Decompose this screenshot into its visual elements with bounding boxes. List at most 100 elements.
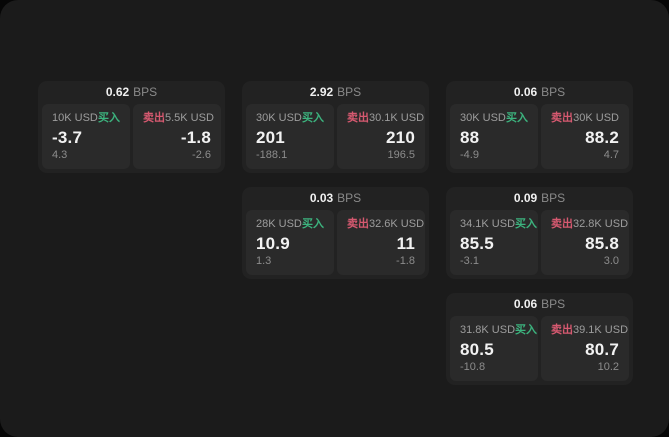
buy-size-label: 10K USD bbox=[52, 112, 98, 124]
sell-price: 210 bbox=[386, 128, 415, 147]
spread-header: 0.06 BPS bbox=[450, 293, 629, 316]
quote-panels: 30K USD 买入 88 -4.9 卖出 30K USD 88.2 4.7 bbox=[450, 104, 629, 169]
spread-header: 0.03 BPS bbox=[246, 187, 425, 210]
sell-price: -1.8 bbox=[180, 128, 211, 147]
bps-unit-label: BPS bbox=[337, 85, 362, 99]
spread-value: 0.03 bbox=[309, 191, 334, 205]
sell-panel[interactable]: 卖出 32.8K USD 85.8 3.0 bbox=[541, 210, 629, 275]
sell-delta: -1.8 bbox=[396, 255, 415, 267]
sell-panel-top: 卖出 5.5K USD bbox=[143, 112, 214, 125]
sell-panel[interactable]: 卖出 32.6K USD 11 -1.8 bbox=[337, 210, 425, 275]
buy-panel-top: 28K USD 买入 bbox=[256, 218, 324, 231]
sell-delta: 10.2 bbox=[597, 361, 619, 373]
sell-delta: -2.6 bbox=[192, 149, 211, 161]
buy-price: 201 bbox=[256, 128, 285, 147]
sell-side-label: 卖出 bbox=[551, 112, 573, 124]
quote-card: 0.06 BPS 30K USD 买入 88 -4.9 卖出 30K USD 8… bbox=[446, 81, 633, 173]
sell-panel-top: 卖出 30.1K USD bbox=[347, 112, 424, 125]
buy-size-label: 30K USD bbox=[460, 112, 506, 124]
quote-card: 0.06 BPS 31.8K USD 买入 80.5 -10.8 卖出 39.1… bbox=[446, 293, 633, 385]
buy-price: 88 bbox=[460, 128, 480, 147]
sell-panel[interactable]: 卖出 5.5K USD -1.8 -2.6 bbox=[133, 104, 221, 169]
sell-side-label: 卖出 bbox=[551, 218, 573, 230]
buy-delta: 4.3 bbox=[52, 149, 68, 161]
bps-unit-label: BPS bbox=[541, 297, 566, 311]
buy-panel[interactable]: 30K USD 买入 88 -4.9 bbox=[450, 104, 538, 169]
quote-panels: 28K USD 买入 10.9 1.3 卖出 32.6K USD 11 -1.8 bbox=[246, 210, 425, 275]
sell-panel-top: 卖出 39.1K USD bbox=[551, 324, 628, 337]
quote-panels: 10K USD 买入 -3.7 4.3 卖出 5.5K USD -1.8 -2.… bbox=[42, 104, 221, 169]
buy-delta: -3.1 bbox=[460, 255, 479, 267]
bps-unit-label: BPS bbox=[541, 191, 566, 205]
sell-size-label: 30K USD bbox=[573, 112, 619, 124]
buy-price: -3.7 bbox=[52, 128, 83, 147]
sell-panel[interactable]: 卖出 30K USD 88.2 4.7 bbox=[541, 104, 629, 169]
buy-panel[interactable]: 28K USD 买入 10.9 1.3 bbox=[246, 210, 334, 275]
buy-side-label: 买入 bbox=[506, 112, 528, 124]
buy-delta: -10.8 bbox=[460, 361, 486, 373]
buy-panel[interactable]: 34.1K USD 买入 85.5 -3.1 bbox=[450, 210, 538, 275]
sell-panel-top: 卖出 30K USD bbox=[551, 112, 619, 125]
sell-price: 11 bbox=[396, 234, 415, 253]
spread-header: 0.06 BPS bbox=[450, 81, 629, 104]
sell-price: 80.7 bbox=[585, 340, 619, 359]
spread-header: 0.09 BPS bbox=[450, 187, 629, 210]
sell-size-label: 32.8K USD bbox=[573, 218, 629, 230]
sell-side-label: 卖出 bbox=[347, 218, 369, 230]
buy-side-label: 买入 bbox=[98, 112, 120, 124]
quote-card: 0.03 BPS 28K USD 买入 10.9 1.3 卖出 32.6K US… bbox=[242, 187, 429, 279]
buy-price: 85.5 bbox=[460, 234, 494, 253]
buy-panel[interactable]: 30K USD 买入 201 -188.1 bbox=[246, 104, 334, 169]
buy-delta: -4.9 bbox=[460, 149, 479, 161]
sell-size-label: 5.5K USD bbox=[165, 112, 214, 124]
spread-value: 0.09 bbox=[513, 191, 538, 205]
buy-panel-top: 34.1K USD 买入 bbox=[460, 218, 537, 231]
buy-size-label: 31.8K USD bbox=[460, 324, 516, 336]
spread-header: 2.92 BPS bbox=[246, 81, 425, 104]
buy-panel-top: 10K USD 买入 bbox=[52, 112, 120, 125]
spread-value: 0.62 bbox=[105, 85, 130, 99]
quotes-grid: 0.62 BPS 10K USD 买入 -3.7 4.3 卖出 5.5K USD… bbox=[38, 81, 633, 385]
sell-size-label: 39.1K USD bbox=[573, 324, 629, 336]
buy-side-label: 买入 bbox=[302, 218, 324, 230]
buy-panel-top: 31.8K USD 买入 bbox=[460, 324, 537, 337]
quote-card: 0.09 BPS 34.1K USD 买入 85.5 -3.1 卖出 32.8K… bbox=[446, 187, 633, 279]
spread-header: 0.62 BPS bbox=[42, 81, 221, 104]
buy-side-label: 买入 bbox=[515, 218, 538, 230]
sell-panel[interactable]: 卖出 39.1K USD 80.7 10.2 bbox=[541, 316, 629, 381]
bps-unit-label: BPS bbox=[133, 85, 158, 99]
quote-card: 0.62 BPS 10K USD 买入 -3.7 4.3 卖出 5.5K USD… bbox=[38, 81, 225, 173]
quote-panels: 34.1K USD 买入 85.5 -3.1 卖出 32.8K USD 85.8… bbox=[450, 210, 629, 275]
sell-panel-top: 卖出 32.6K USD bbox=[347, 218, 424, 231]
sell-price: 88.2 bbox=[585, 128, 619, 147]
buy-size-label: 30K USD bbox=[256, 112, 302, 124]
buy-delta: 1.3 bbox=[256, 255, 272, 267]
spread-value: 0.06 bbox=[513, 85, 538, 99]
quote-panels: 30K USD 买入 201 -188.1 卖出 30.1K USD 210 1… bbox=[246, 104, 425, 169]
buy-side-label: 买入 bbox=[515, 324, 538, 336]
buy-panel-top: 30K USD 买入 bbox=[256, 112, 324, 125]
buy-price: 80.5 bbox=[460, 340, 494, 359]
buy-side-label: 买入 bbox=[302, 112, 324, 124]
quote-panels: 31.8K USD 买入 80.5 -10.8 卖出 39.1K USD 80.… bbox=[450, 316, 629, 381]
sell-price: 85.8 bbox=[585, 234, 619, 253]
bps-unit-label: BPS bbox=[337, 191, 362, 205]
sell-side-label: 卖出 bbox=[143, 112, 165, 124]
buy-price: 10.9 bbox=[256, 234, 290, 253]
buy-size-label: 28K USD bbox=[256, 218, 302, 230]
sell-size-label: 30.1K USD bbox=[369, 112, 425, 124]
sell-panel-top: 卖出 32.8K USD bbox=[551, 218, 628, 231]
buy-panel[interactable]: 10K USD 买入 -3.7 4.3 bbox=[42, 104, 130, 169]
sell-panel[interactable]: 卖出 30.1K USD 210 196.5 bbox=[337, 104, 425, 169]
quote-card: 2.92 BPS 30K USD 买入 201 -188.1 卖出 30.1K … bbox=[242, 81, 429, 173]
sell-delta: 3.0 bbox=[603, 255, 619, 267]
bps-unit-label: BPS bbox=[541, 85, 566, 99]
buy-size-label: 34.1K USD bbox=[460, 218, 516, 230]
buy-panel-top: 30K USD 买入 bbox=[460, 112, 528, 125]
sell-side-label: 卖出 bbox=[347, 112, 369, 124]
spread-value: 0.06 bbox=[513, 297, 538, 311]
sell-size-label: 32.6K USD bbox=[369, 218, 425, 230]
buy-delta: -188.1 bbox=[256, 149, 288, 161]
buy-panel[interactable]: 31.8K USD 买入 80.5 -10.8 bbox=[450, 316, 538, 381]
